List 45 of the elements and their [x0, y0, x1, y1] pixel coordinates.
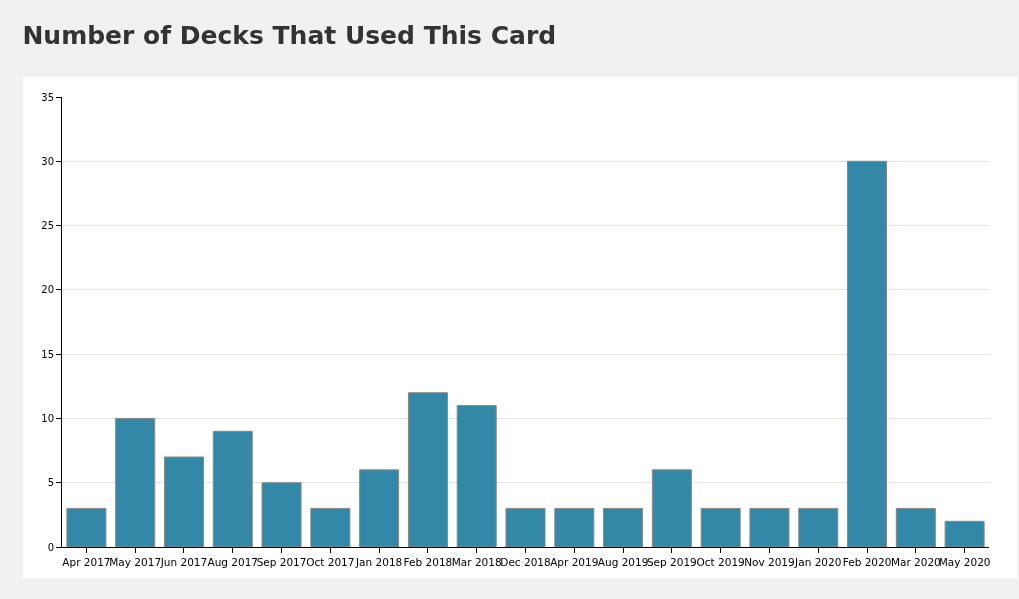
x-tick-label: May 2020 — [938, 555, 991, 568]
x-tick-label: Apr 2019 — [550, 555, 599, 568]
bar — [212, 430, 253, 547]
x-tick-label: Jan 2018 — [355, 555, 403, 568]
bar — [261, 482, 302, 547]
bar — [359, 469, 400, 547]
bar — [798, 507, 839, 547]
bar — [944, 520, 985, 547]
x-tick-label: Nov 2019 — [744, 555, 795, 568]
bar — [505, 507, 546, 547]
x-tick-label: Dec 2018 — [500, 555, 551, 568]
bar — [407, 392, 448, 547]
bar — [456, 405, 497, 547]
x-tick-label: Oct 2017 — [306, 555, 355, 568]
y-tick-label: 5 — [47, 477, 54, 489]
x-tick-label: Sep 2019 — [646, 555, 697, 568]
x-tick-label: Aug 2019 — [597, 555, 649, 568]
y-tick-label: 25 — [41, 220, 54, 232]
x-tick-label: Sep 2017 — [256, 555, 307, 568]
y-tick-label: 30 — [41, 155, 54, 167]
bar — [603, 507, 644, 547]
x-tick-label: Jan 2020 — [794, 555, 842, 568]
bar — [66, 507, 107, 547]
bar — [115, 417, 156, 547]
y-tick-label: 10 — [41, 412, 54, 424]
x-tick-label: Feb 2018 — [403, 555, 453, 568]
x-tick-label: Jun 2017 — [159, 555, 208, 568]
bar — [749, 507, 790, 547]
y-tick-label: 20 — [41, 284, 54, 296]
y-tick-label: 0 — [47, 541, 54, 553]
x-tick-label: Mar 2020 — [890, 555, 941, 568]
y-tick-label: 35 — [41, 91, 54, 103]
chart-title: Number of Decks That Used This Card — [22, 21, 557, 51]
bar — [651, 469, 692, 547]
y-tick-label: 15 — [41, 348, 54, 360]
bar — [895, 507, 936, 547]
bar — [700, 507, 741, 547]
x-tick-label: Apr 2017 — [62, 555, 111, 568]
x-tick-label: Oct 2019 — [696, 555, 745, 568]
x-tick-label: Feb 2020 — [842, 555, 892, 568]
bar — [163, 456, 204, 547]
bar — [847, 160, 888, 547]
x-tick-label: Mar 2018 — [451, 555, 502, 568]
bar — [554, 507, 595, 547]
bar — [310, 507, 351, 547]
